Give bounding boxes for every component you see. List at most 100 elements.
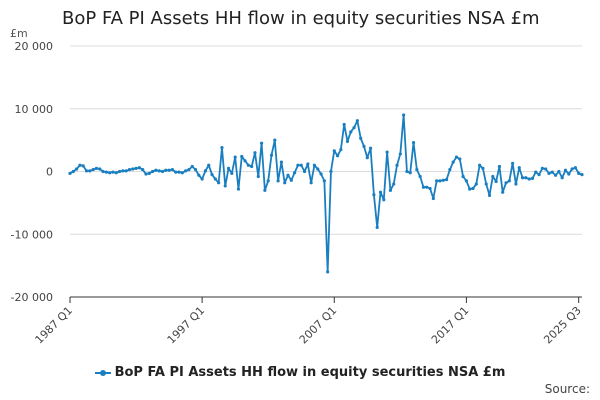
- data-point: [448, 168, 452, 172]
- x-tick-label: 1997 Q1: [165, 304, 208, 347]
- data-point: [197, 173, 201, 177]
- data-point: [236, 187, 241, 191]
- data-point: [435, 179, 439, 183]
- data-point: [441, 178, 445, 182]
- data-point: [514, 182, 518, 186]
- data-point: [352, 125, 356, 130]
- data-point: [144, 172, 148, 176]
- data-point: [193, 168, 198, 172]
- data-point: [540, 166, 544, 170]
- data-point: [332, 149, 336, 153]
- data-point: [226, 166, 231, 170]
- data-point: [342, 122, 346, 127]
- x-tick-label: 2025 Q3: [541, 304, 584, 347]
- data-point: [98, 167, 102, 171]
- data-point: [491, 174, 495, 179]
- data-point: [326, 270, 330, 274]
- data-point: [560, 176, 564, 180]
- data-point: [210, 173, 214, 177]
- data-point: [395, 163, 399, 167]
- data-point: [388, 188, 393, 192]
- data-point: [121, 169, 125, 173]
- data-point: [372, 193, 376, 197]
- data-point: [402, 113, 406, 117]
- data-point: [131, 167, 135, 171]
- data-point: [507, 179, 511, 183]
- data-point: [527, 177, 531, 181]
- data-point: [177, 170, 181, 174]
- data-point: [474, 182, 478, 186]
- data-point: [378, 190, 383, 194]
- data-point: [127, 168, 132, 172]
- data-point: [230, 171, 234, 175]
- data-point: [537, 173, 541, 177]
- data-point: [458, 157, 462, 161]
- data-point: [203, 169, 208, 173]
- data-point: [269, 153, 274, 157]
- y-tick-label: 0: [46, 166, 53, 179]
- legend-label: BoP FA PI Assets HH flow in equity secur…: [114, 365, 506, 380]
- data-point: [180, 171, 184, 175]
- data-point: [114, 171, 118, 175]
- data-point: [220, 146, 224, 150]
- data-point: [289, 178, 293, 182]
- data-point: [88, 169, 92, 173]
- legend[interactable]: BoP FA PI Assets HH flow in equity secur…: [0, 365, 600, 380]
- data-point: [322, 179, 326, 183]
- data-point: [398, 152, 402, 156]
- source-label: Source:: [544, 382, 590, 396]
- data-point: [84, 169, 89, 173]
- data-point: [141, 168, 145, 172]
- data-point: [382, 198, 386, 202]
- data-point: [487, 193, 492, 197]
- data-point: [468, 187, 472, 191]
- data-point: [213, 177, 217, 181]
- data-point: [339, 147, 343, 152]
- data-point: [464, 179, 468, 183]
- x-tick-label: 2017 Q1: [429, 304, 472, 347]
- data-point: [81, 164, 85, 168]
- data-point: [309, 181, 313, 185]
- data-point: [108, 171, 112, 175]
- data-point: [385, 150, 389, 154]
- data-point: [276, 179, 280, 183]
- data-point: [345, 139, 350, 143]
- data-point: [124, 169, 128, 173]
- data-point: [207, 163, 211, 167]
- chart-title: BoP FA PI Assets HH flow in equity secur…: [62, 8, 540, 29]
- data-point: [368, 146, 373, 150]
- data-point: [550, 170, 554, 174]
- data-point: [240, 154, 244, 159]
- data-point: [91, 168, 95, 172]
- data-point: [411, 141, 416, 145]
- data-point: [217, 181, 221, 185]
- data-point: [184, 169, 188, 173]
- data-point: [246, 163, 250, 167]
- data-point: [266, 179, 270, 183]
- x-tick-label: 1987 Q1: [33, 304, 76, 347]
- data-point: [375, 225, 379, 229]
- data-point: [563, 168, 568, 172]
- data-point: [359, 136, 363, 140]
- data-point: [405, 169, 409, 174]
- data-point: [94, 166, 99, 170]
- data-point: [170, 168, 174, 172]
- data-point: [233, 155, 237, 159]
- data-point: [547, 171, 551, 175]
- data-point: [451, 160, 455, 164]
- data-point: [580, 173, 584, 177]
- data-point: [362, 144, 366, 148]
- data-point: [164, 168, 168, 172]
- data-point: [111, 170, 115, 174]
- data-point: [256, 174, 260, 179]
- data-point: [415, 168, 419, 172]
- data-point: [534, 170, 538, 174]
- y-tick-label: -10 000: [11, 228, 53, 241]
- data-point: [253, 151, 257, 155]
- x-axis: 1987 Q1 1997 Q1 2007 Q1 2017 Q1 2025 Q3: [33, 296, 584, 347]
- data-point: [431, 196, 435, 201]
- data-point: [520, 176, 525, 180]
- data-point: [553, 173, 558, 177]
- data-point: [316, 167, 320, 171]
